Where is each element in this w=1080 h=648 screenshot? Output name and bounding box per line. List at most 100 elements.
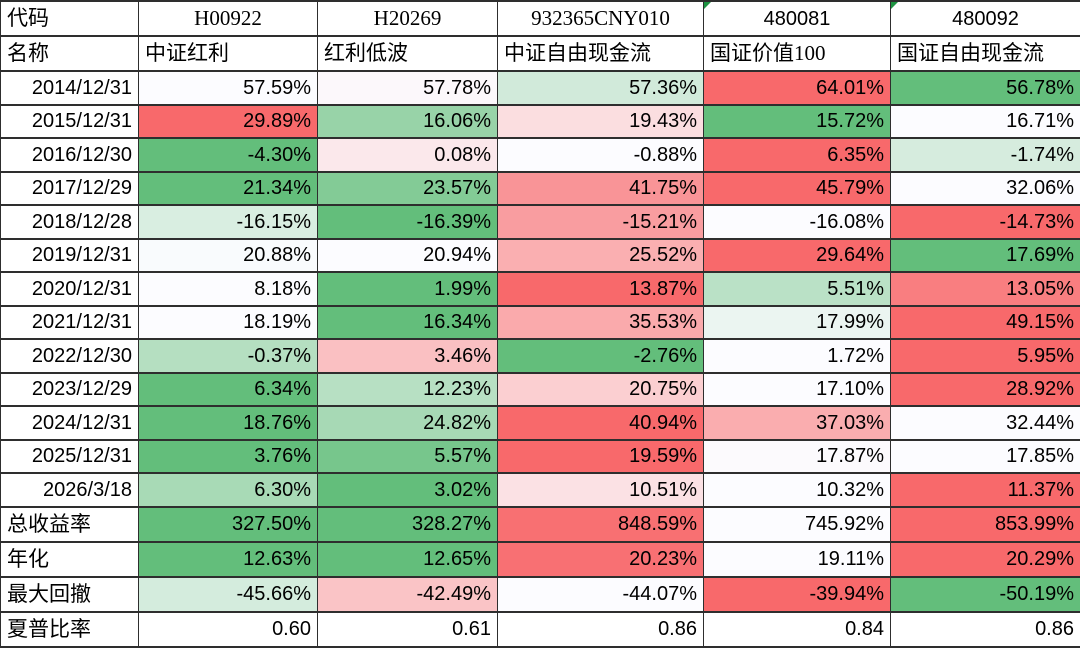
table-row: 2020/12/31 8.18% 1.99% 13.87% 5.51% 13.05% [0, 271, 1080, 307]
table-row: 2016/12/30 -4.30% 0.08% -0.88% 6.35% -1.74% [0, 137, 1080, 173]
value-cell: 1.99% [317, 271, 498, 307]
row-label: 2026/3/18 [0, 472, 139, 508]
value-cell: 57.78% [317, 70, 498, 106]
value-cell: 5.57% [317, 438, 498, 475]
row-label: 2023/12/29 [0, 371, 139, 408]
value-cell: 20.23% [497, 540, 704, 578]
value-cell: 41.75% [497, 170, 704, 207]
row-label: 2024/12/31 [0, 405, 139, 441]
value-cell: 49.15% [890, 304, 1080, 341]
value-cell: 0.08% [317, 137, 498, 173]
value-cell: 12.65% [317, 540, 498, 578]
value-cell: -39.94% [703, 575, 891, 613]
row-label: 2017/12/29 [0, 170, 139, 207]
value-cell: 35.53% [497, 304, 704, 341]
value-cell: 32.06% [890, 170, 1080, 207]
row-label: 夏普比率 [0, 610, 139, 648]
value-cell: 19.59% [497, 438, 704, 475]
value-cell: 6.35% [703, 137, 891, 173]
value-cell: 37.03% [703, 405, 891, 441]
row-label: 2021/12/31 [0, 304, 139, 341]
value-cell: 3.02% [317, 472, 498, 508]
value-cell: 57.36% [497, 70, 704, 106]
table-row: 2022/12/30 -0.37% 3.46% -2.76% 1.72% 5.95% [0, 338, 1080, 374]
error-flag-icon [704, 3, 711, 9]
row-label: 2015/12/31 [0, 103, 139, 140]
value-cell: 6.30% [138, 472, 318, 508]
value-cell: -0.88% [497, 137, 704, 173]
table-row: 2023/12/29 6.34% 12.23% 20.75% 17.10% 28.92% [0, 371, 1080, 408]
value-cell: 19.11% [703, 540, 891, 578]
table-row: 2024/12/31 18.76% 24.82% 40.94% 37.03% 32.44% [0, 405, 1080, 441]
value-cell: 24.82% [317, 405, 498, 441]
table-row: 2018/12/28 -16.15% -16.39% -15.21% -16.08% -1… [0, 204, 1080, 240]
table-row: 2014/12/31 57.59% 57.78% 57.36% 64.01% 56.78% [0, 70, 1080, 106]
value-cell: 18.76% [138, 405, 318, 441]
value-cell: 21.34% [138, 170, 318, 207]
value-cell: 29.64% [703, 237, 891, 274]
table-row: 2019/12/31 20.88% 20.94% 25.52% 29.64% 17.69% [0, 237, 1080, 274]
table-row: 2021/12/31 18.19% 16.34% 35.53% 17.99% 49.15% [0, 304, 1080, 341]
row-label: 最大回撤 [0, 575, 139, 613]
value-cell: 45.79% [703, 170, 891, 207]
table-row: 2026/3/18 6.30% 3.02% 10.51% 10.32% 11.37% [0, 472, 1080, 508]
table-row: 年化 12.63% 12.65% 20.23% 19.11% 20.29% [0, 540, 1080, 578]
value-cell: 19.43% [497, 103, 704, 140]
value-cell: 853.99% [890, 505, 1080, 543]
value-cell: 17.85% [890, 438, 1080, 475]
value-cell: 0.84 [703, 610, 891, 648]
row-label: 2022/12/30 [0, 338, 139, 374]
value-cell: 745.92% [703, 505, 891, 543]
value-cell: 20.88% [138, 237, 318, 274]
table-row: 2015/12/31 29.89% 16.06% 19.43% 15.72% 16.71% [0, 103, 1080, 140]
row-label: 2025/12/31 [0, 438, 139, 475]
row-label: 总收益率 [0, 505, 139, 543]
value-cell: 5.51% [703, 271, 891, 307]
row-label: 2020/12/31 [0, 271, 139, 307]
row-label: 年化 [0, 540, 139, 578]
row-label: 2018/12/28 [0, 204, 139, 240]
value-cell: -16.08% [703, 204, 891, 240]
column-name-1: 红利低波 [317, 35, 498, 73]
column-name-3: 国证价值100 [703, 35, 891, 73]
value-cell: 29.89% [138, 103, 318, 140]
table-row: 总收益率 327.50% 328.27% 848.59% 745.92% 853.99% [0, 505, 1080, 543]
value-cell: 28.92% [890, 371, 1080, 408]
value-cell: -14.73% [890, 204, 1080, 240]
value-cell: -1.74% [890, 137, 1080, 173]
column-code-480081: 480081 [703, 0, 891, 38]
value-cell: -16.15% [138, 204, 318, 240]
value-cell: 0.86 [497, 610, 704, 648]
value-cell: 13.05% [890, 271, 1080, 307]
value-cell: 17.87% [703, 438, 891, 475]
row-label: 2019/12/31 [0, 237, 139, 274]
value-cell: 3.46% [317, 338, 498, 374]
row-label: 2014/12/31 [0, 70, 139, 106]
corner-code-label: 代码 [0, 0, 139, 38]
value-cell: 17.99% [703, 304, 891, 341]
column-code-H20269: H20269 [317, 0, 498, 38]
value-cell: 20.29% [890, 540, 1080, 578]
value-cell: 5.95% [890, 338, 1080, 374]
value-cell: -45.66% [138, 575, 318, 613]
value-cell: 13.87% [497, 271, 704, 307]
corner-name-label: 名称 [0, 35, 139, 73]
value-cell: 25.52% [497, 237, 704, 274]
value-cell: 1.72% [703, 338, 891, 374]
table-row: 2025/12/31 3.76% 5.57% 19.59% 17.87% 17.85% [0, 438, 1080, 475]
column-code-480092: 480092 [890, 0, 1080, 38]
column-code-H00922: H00922 [138, 0, 318, 38]
value-cell: 10.51% [497, 472, 704, 508]
value-cell: 327.50% [138, 505, 318, 543]
value-cell: -50.19% [890, 575, 1080, 613]
column-code-932365CNY010: 932365CNY010 [497, 0, 704, 38]
table-row: 2017/12/29 21.34% 23.57% 41.75% 45.79% 32.06% [0, 170, 1080, 207]
value-cell: -2.76% [497, 338, 704, 374]
value-cell: -0.37% [138, 338, 318, 374]
value-cell: 0.61 [317, 610, 498, 648]
value-cell: 6.34% [138, 371, 318, 408]
table-row: 最大回撤 -45.66% -42.49% -44.07% -39.94% -50.19% [0, 575, 1080, 613]
value-cell: 0.86 [890, 610, 1080, 648]
